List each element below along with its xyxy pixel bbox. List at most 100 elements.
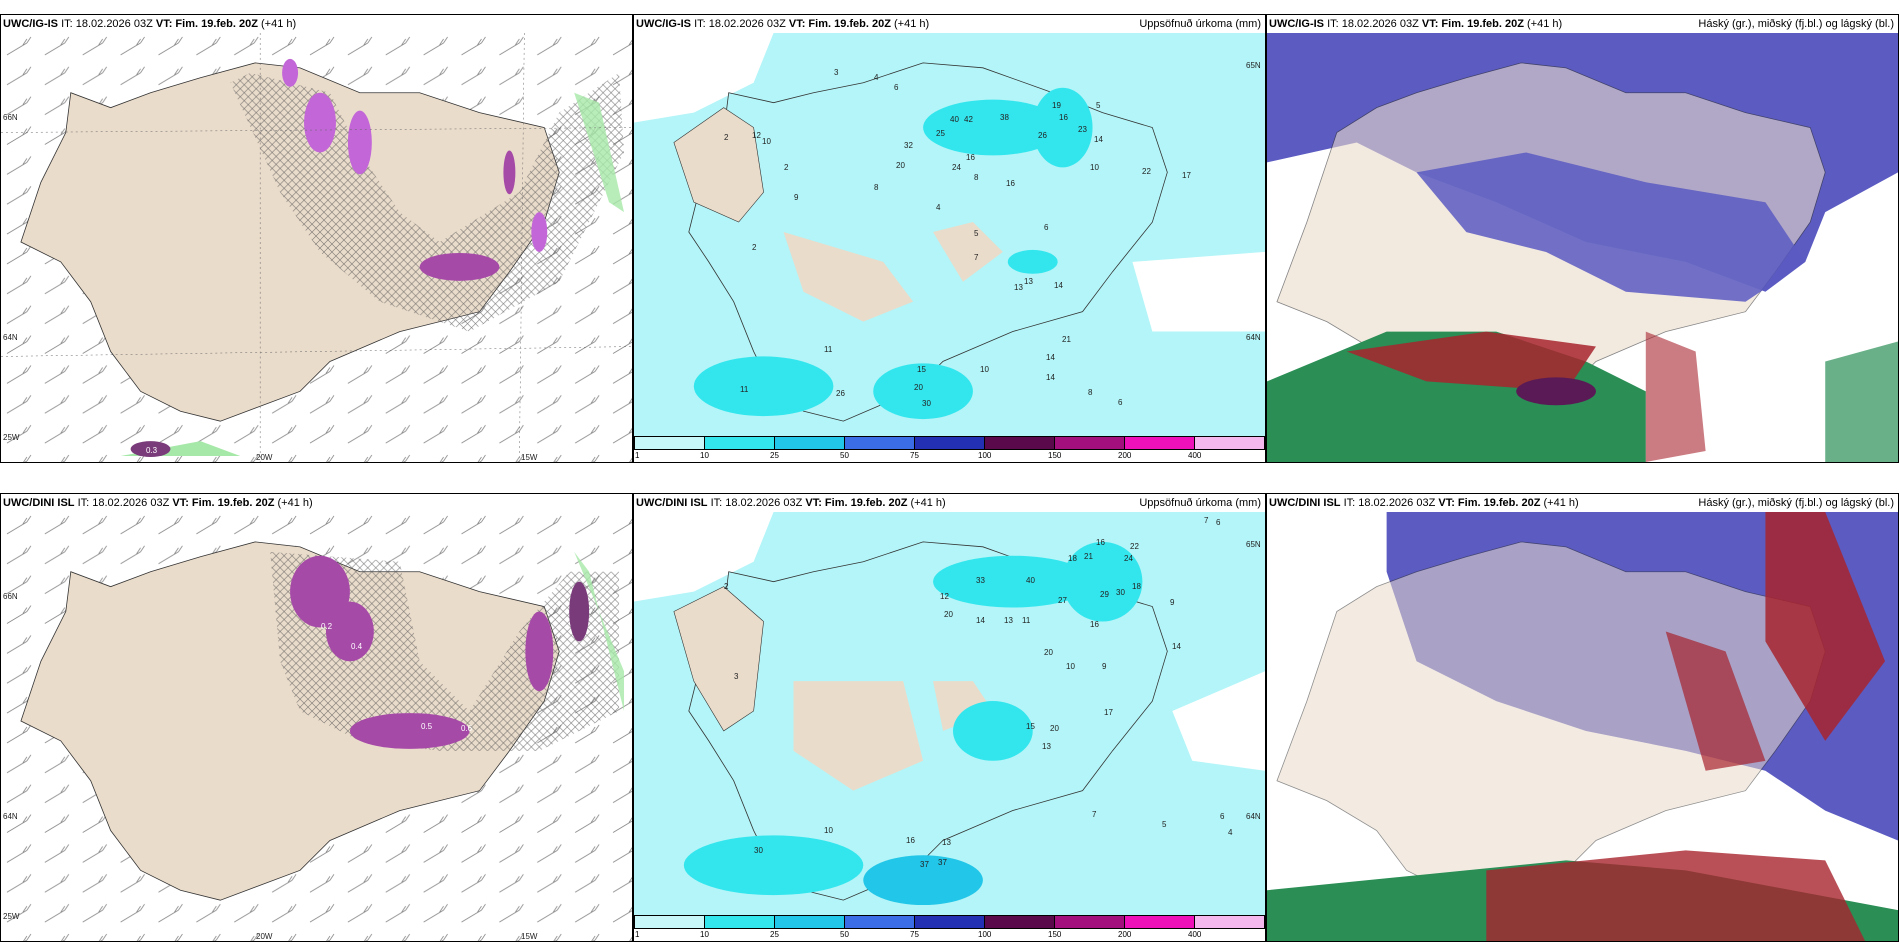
- precip-value: 6: [1118, 398, 1123, 407]
- snow-value: 0.3: [146, 446, 158, 455]
- lon-label: 25W: [3, 433, 20, 442]
- precip-value: 21: [1084, 552, 1093, 561]
- precip-value: 18: [1132, 582, 1141, 591]
- precip-value: 8: [974, 173, 979, 182]
- legend-tick: 1: [635, 451, 640, 460]
- precip-value: 14: [1046, 353, 1055, 362]
- precip-value: 2: [724, 133, 729, 142]
- lat-label: 66N: [3, 113, 18, 122]
- precip-value: 8: [874, 183, 879, 192]
- precip-value: 6: [894, 83, 899, 92]
- lon-label: 15W: [521, 453, 538, 462]
- precip-value: 14: [1094, 135, 1103, 144]
- snow-value: 0.6: [461, 724, 473, 733]
- legend-swatch: [984, 436, 1055, 450]
- precip-value: 4: [874, 73, 879, 82]
- legend-tick: 200: [1118, 451, 1132, 460]
- legend-tick: 10: [700, 930, 709, 939]
- snow-value: 0.4: [351, 642, 363, 651]
- lat-label: 66N: [3, 592, 18, 601]
- wind-barb-map: 66N 64N 20W 15W 25W 0.2 0.4 0.5 0.6: [1, 512, 632, 941]
- precip-value: 38: [1000, 113, 1009, 122]
- precip-value: 22: [1130, 542, 1139, 551]
- precip-value: 32: [904, 141, 913, 150]
- precip-value: 3: [734, 672, 739, 681]
- lat-label: 64N: [1246, 333, 1261, 342]
- precip-value: 26: [1038, 131, 1047, 140]
- precip-value: 7: [974, 253, 979, 262]
- panel-header: UWC/DINI ISL IT: 18.02.2026 03Z VT: Fim.…: [3, 497, 313, 509]
- precip-value: 6: [1044, 223, 1049, 232]
- precip-value: 9: [1170, 598, 1175, 607]
- precip-value: 4: [936, 203, 941, 212]
- precip-value: 30: [922, 399, 931, 408]
- panel-header: UWC/DINI ISL IT: 18.02.2026 03Z VT: Fim.…: [636, 497, 946, 509]
- legend-tick: 100: [978, 930, 992, 939]
- precip-value: 30: [754, 846, 763, 855]
- legend-tick: 50: [840, 930, 849, 939]
- precip-panel-bottom: UWC/DINI ISL IT: 18.02.2026 03Z VT: Fim.…: [633, 493, 1266, 942]
- precip-value: 21: [1062, 335, 1071, 344]
- precip-value: 5: [1096, 101, 1101, 110]
- precip-legend: 1 10 25 50 75 100 150 200 400: [634, 915, 1265, 941]
- precip-value: 16: [1096, 538, 1105, 547]
- precip-value: 13: [1014, 283, 1023, 292]
- cloud-title: Háský (gr.), miðský (fj.bl.) og lágský (…: [1698, 497, 1894, 509]
- precip-value: 22: [1142, 167, 1151, 176]
- precip-value: 24: [1124, 554, 1133, 563]
- precip-value: 16: [966, 153, 975, 162]
- precip-value: 10: [1090, 163, 1099, 172]
- precip-value: 13: [1024, 277, 1033, 286]
- precip-value: 11: [1022, 616, 1031, 625]
- legend-tick: 50: [840, 451, 849, 460]
- legend-swatch: [984, 915, 1055, 929]
- precip-value: 26: [836, 389, 845, 398]
- precip-value: 10: [980, 365, 989, 374]
- lat-label: 64N: [1246, 812, 1261, 821]
- legend-tick: 150: [1048, 930, 1062, 939]
- precip-title: Uppsöfnuð úrkoma (mm): [1139, 18, 1261, 30]
- legend-swatch: [1124, 915, 1195, 929]
- legend-swatch: [844, 915, 915, 929]
- precip-value: 12: [940, 592, 949, 601]
- legend-swatch: [704, 436, 775, 450]
- legend-swatch: [914, 436, 985, 450]
- legend-swatch: [634, 436, 705, 450]
- precip-value: 27: [1058, 596, 1067, 605]
- precip-value: 6: [1216, 518, 1221, 527]
- lon-label: 20W: [256, 453, 273, 462]
- legend-tick: 25: [770, 451, 779, 460]
- precip-value: 16: [1090, 620, 1099, 629]
- legend-tick: 25: [770, 930, 779, 939]
- precip-value: 16: [906, 836, 915, 845]
- legend-swatch: [1194, 436, 1265, 450]
- precip-value: 2: [752, 243, 757, 252]
- legend-tick: 10: [700, 451, 709, 460]
- legend-tick: 400: [1188, 451, 1202, 460]
- legend-swatch: [1054, 915, 1125, 929]
- lat-label: 64N: [3, 333, 18, 342]
- legend-swatch: [1194, 915, 1265, 929]
- precip-value: 33: [976, 576, 985, 585]
- precip-value: 2: [724, 582, 729, 591]
- cloud-title: Háský (gr.), miðský (fj.bl.) og lágský (…: [1698, 18, 1894, 30]
- precip-value: 14: [1046, 373, 1055, 382]
- panel-header: UWC/IG-IS IT: 18.02.2026 03Z VT: Fim. 19…: [1269, 18, 1563, 30]
- precip-value: 40: [950, 115, 959, 124]
- lon-label: 20W: [256, 932, 273, 941]
- precip-value: 14: [976, 616, 985, 625]
- precip-value: 14: [1172, 642, 1181, 651]
- precip-value: 20: [896, 161, 905, 170]
- cloud-panel-top: UWC/IG-IS IT: 18.02.2026 03Z VT: Fim. 19…: [1266, 14, 1899, 463]
- precip-value: 15: [917, 365, 926, 374]
- lat-label: 65N: [1246, 540, 1261, 549]
- legend-swatch: [844, 436, 915, 450]
- precip-value: 6: [1220, 812, 1225, 821]
- legend-swatch: [1054, 436, 1125, 450]
- precip-value: 37: [938, 858, 947, 867]
- precip-value: 29: [1100, 590, 1109, 599]
- precip-value: 10: [1066, 662, 1075, 671]
- precip-value: 14: [1054, 281, 1063, 290]
- wind-barb-map: 66N 64N 20W 15W 25W 0.3: [1, 33, 632, 462]
- precip-value: 20: [1044, 648, 1053, 657]
